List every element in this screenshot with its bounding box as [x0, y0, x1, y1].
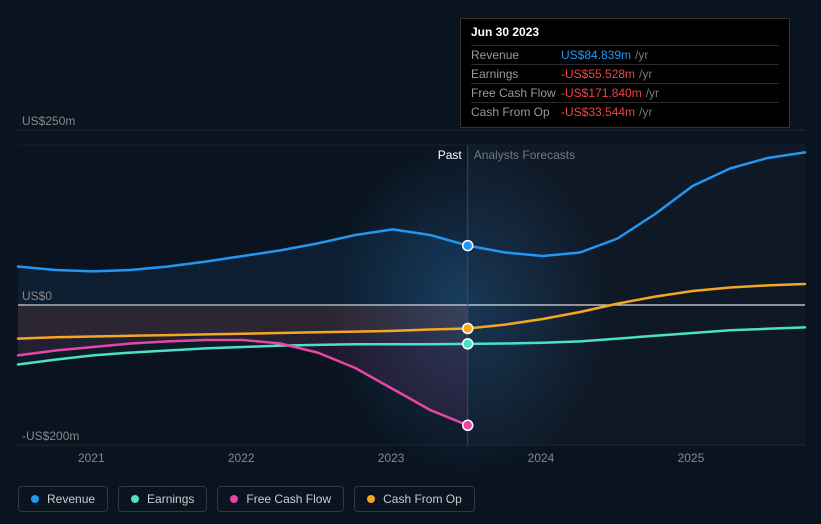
tooltip-title: Jun 30 2023 [471, 25, 779, 43]
tooltip-row: Cash From Op-US$33.544m/yr [471, 102, 779, 121]
forecast-period-label: Analysts Forecasts [474, 148, 575, 162]
tooltip-metric-label: Revenue [471, 48, 561, 62]
legend-label: Cash From Op [383, 492, 462, 506]
tooltip-metric-label: Earnings [471, 67, 561, 81]
legend-item-revenue[interactable]: Revenue [18, 486, 108, 512]
y-axis-tick-label: -US$200m [22, 429, 79, 443]
chart-legend: Revenue Earnings Free Cash Flow Cash From O… [18, 486, 475, 512]
tooltip-suffix: /yr [635, 48, 648, 62]
tooltip-metric-value: US$84.839m [561, 48, 631, 62]
tooltip-row: Earnings-US$55.528m/yr [471, 64, 779, 83]
x-axis-tick-label: 2022 [228, 451, 255, 465]
legend-label: Earnings [147, 492, 194, 506]
tooltip-suffix: /yr [639, 105, 652, 119]
tooltip-metric-value: -US$171.840m [561, 86, 642, 100]
tooltip-metric-label: Cash From Op [471, 105, 561, 119]
legend-dot-icon [131, 495, 139, 503]
x-axis-tick-label: 2021 [78, 451, 105, 465]
y-axis-tick-label: US$0 [22, 289, 52, 303]
tooltip-row: Free Cash Flow-US$171.840m/yr [471, 83, 779, 102]
tooltip-metric-label: Free Cash Flow [471, 86, 561, 100]
x-axis-tick-label: 2025 [678, 451, 705, 465]
tooltip-metric-value: -US$55.528m [561, 67, 635, 81]
x-axis-tick-label: 2023 [378, 451, 405, 465]
legend-item-free-cash-flow[interactable]: Free Cash Flow [217, 486, 344, 512]
legend-dot-icon [230, 495, 238, 503]
x-axis-tick-label: 2024 [528, 451, 555, 465]
legend-dot-icon [31, 495, 39, 503]
tooltip-row: RevenueUS$84.839m/yr [471, 45, 779, 64]
legend-label: Revenue [47, 492, 95, 506]
financials-chart: US$250m US$0 -US$200m 2021 2022 2023 2024 2025… [0, 0, 821, 524]
tooltip-suffix: /yr [646, 86, 659, 100]
chart-tooltip: Jun 30 2023 RevenueUS$84.839m/yrEarnings… [460, 18, 790, 128]
legend-item-earnings[interactable]: Earnings [118, 486, 207, 512]
past-period-label: Past [438, 148, 462, 162]
y-axis-tick-label: US$250m [22, 114, 75, 128]
legend-item-cash-from-op[interactable]: Cash From Op [354, 486, 475, 512]
legend-dot-icon [367, 495, 375, 503]
tooltip-metric-value: -US$33.544m [561, 105, 635, 119]
tooltip-suffix: /yr [639, 67, 652, 81]
legend-label: Free Cash Flow [246, 492, 331, 506]
